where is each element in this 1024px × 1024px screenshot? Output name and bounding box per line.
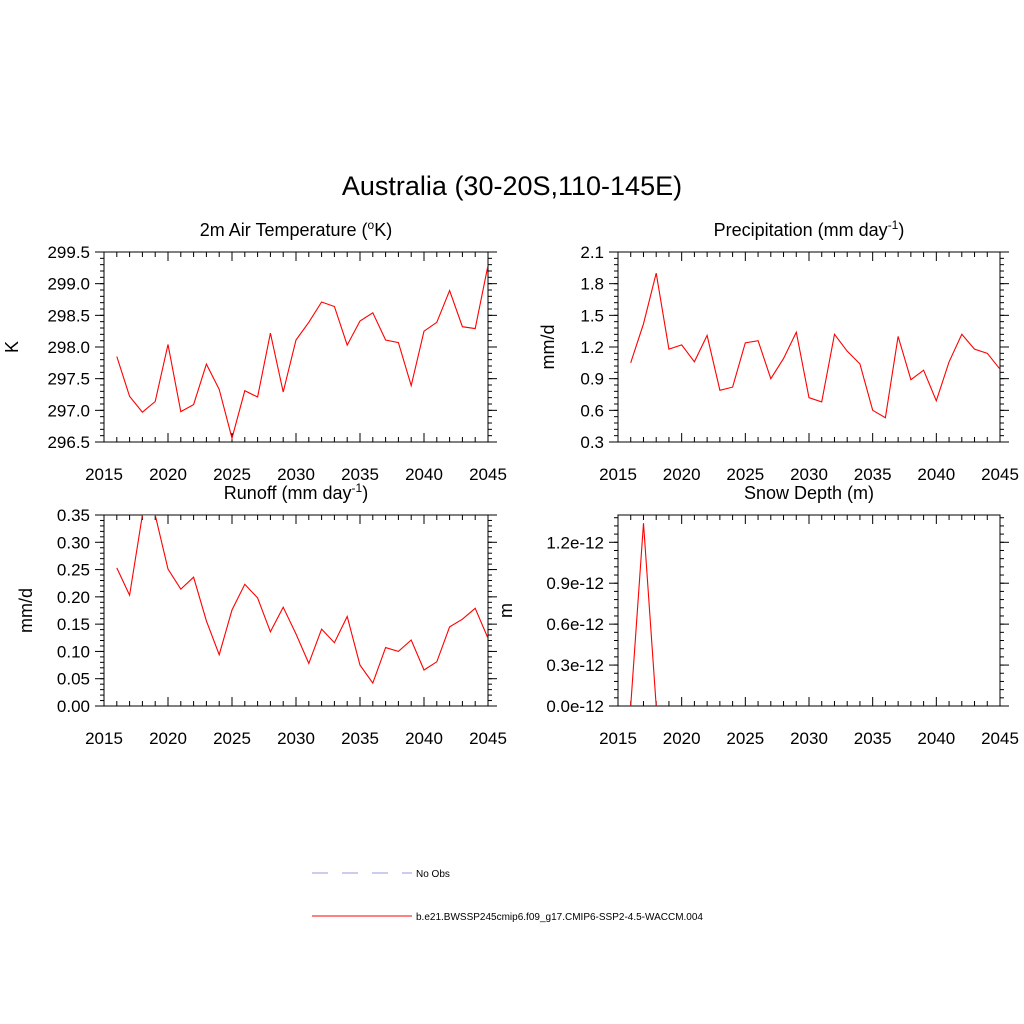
y-tick-label: 298.0 xyxy=(47,338,90,357)
y-tick-label: 0.15 xyxy=(57,615,90,634)
y-tick-label: 0.3 xyxy=(580,433,604,452)
y-tick-label: 299.0 xyxy=(47,275,90,294)
x-tick-label: 2030 xyxy=(277,465,315,484)
y-tick-label: 1.8 xyxy=(580,275,604,294)
y-axis-label: mm/d xyxy=(538,325,558,370)
y-tick-label: 0.25 xyxy=(57,561,90,580)
y-tick-label: 2.1 xyxy=(580,243,604,262)
x-tick-label: 2025 xyxy=(213,729,251,748)
model-series-line xyxy=(116,515,488,685)
x-tick-label: 2035 xyxy=(854,465,892,484)
legend-label: b.e21.BWSSP245cmip6.f09_g17.CMIP6-SSP2-4… xyxy=(416,912,703,923)
x-tick-label: 2025 xyxy=(726,465,764,484)
x-tick-label: 2015 xyxy=(599,465,637,484)
x-tick-label: 2035 xyxy=(341,465,379,484)
x-tick-label: 2025 xyxy=(213,465,251,484)
y-tick-label: 0.00 xyxy=(57,697,90,716)
y-tick-label: 299.5 xyxy=(47,243,90,262)
plot-frame xyxy=(103,251,489,443)
panel-title: Runoff (mm day-1) xyxy=(224,481,368,503)
model-series-line xyxy=(630,523,657,706)
x-tick-label: 2030 xyxy=(277,729,315,748)
y-tick-label: 1.2 xyxy=(580,338,604,357)
y-tick-label: 0.9 xyxy=(580,370,604,389)
y-tick-label: 0.35 xyxy=(57,506,90,525)
x-tick-label: 2040 xyxy=(917,729,955,748)
model-series-line xyxy=(116,265,488,441)
y-axis-label: m xyxy=(496,603,516,618)
x-tick-label: 2040 xyxy=(917,465,955,484)
y-axis-label: K xyxy=(2,341,22,353)
y-tick-label: 1.5 xyxy=(580,306,604,325)
y-tick-label: 296.5 xyxy=(47,433,90,452)
y-tick-label: 298.5 xyxy=(47,306,90,325)
x-tick-label: 2020 xyxy=(149,465,187,484)
y-tick-label: 0.3e-12 xyxy=(546,656,604,675)
y-tick-label: 0.10 xyxy=(57,642,90,661)
panel-0: 2m Air Temperature (oK) K 2015 2020 2025 2030… xyxy=(2,218,507,484)
y-tick-label: 1.2e-12 xyxy=(546,533,604,552)
x-tick-label: 2035 xyxy=(341,729,379,748)
x-tick-label: 2015 xyxy=(85,729,123,748)
x-tick-label: 2035 xyxy=(854,729,892,748)
x-tick-label: 2015 xyxy=(599,729,637,748)
y-tick-label: 0.6 xyxy=(580,401,604,420)
y-axis-label: mm/d xyxy=(16,588,36,633)
panel-3: Snow Depth (m) m 2015 2020 2025 2030 2035 2040 2… xyxy=(496,483,1019,748)
panel-title: Snow Depth (m) xyxy=(744,483,874,503)
legend: No Obs b.e21.BWSSP245cmip6.f09_g17.CMIP6-… xyxy=(312,869,703,923)
x-tick-label: 2045 xyxy=(469,465,507,484)
figure-title: Australia (30-20S,110-145E) xyxy=(341,171,683,201)
panel-title: Precipitation (mm day-1) xyxy=(714,218,905,240)
x-tick-label: 2040 xyxy=(405,465,443,484)
y-tick-label: 297.0 xyxy=(47,401,90,420)
y-tick-label: 0.20 xyxy=(57,588,90,607)
x-tick-label: 2045 xyxy=(981,465,1019,484)
x-tick-label: 2020 xyxy=(663,465,701,484)
x-tick-label: 2025 xyxy=(726,729,764,748)
y-tick-label: 0.0e-12 xyxy=(546,697,604,716)
x-tick-label: 2045 xyxy=(981,729,1019,748)
x-tick-label: 2020 xyxy=(149,729,187,748)
legend-label: No Obs xyxy=(416,869,450,880)
plot-frame xyxy=(617,514,1001,707)
panel-2: Runoff (mm day-1) mm/d 2015 2020 2025 2030 203… xyxy=(16,481,507,748)
x-tick-label: 2020 xyxy=(663,729,701,748)
y-tick-label: 297.5 xyxy=(47,370,90,389)
y-tick-label: 0.6e-12 xyxy=(546,615,604,634)
y-tick-label: 0.05 xyxy=(57,670,90,689)
panel-title: 2m Air Temperature (oK) xyxy=(200,218,392,240)
model-series-line xyxy=(630,272,1000,419)
x-tick-label: 2030 xyxy=(790,465,828,484)
x-tick-label: 2045 xyxy=(469,729,507,748)
y-tick-label: 0.9e-12 xyxy=(546,574,604,593)
y-tick-label: 0.30 xyxy=(57,533,90,552)
x-tick-label: 2040 xyxy=(405,729,443,748)
x-tick-label: 2030 xyxy=(790,729,828,748)
x-tick-label: 2015 xyxy=(85,465,123,484)
panel-1: Precipitation (mm day-1) mm/d 2015 2020 2025… xyxy=(538,218,1019,484)
